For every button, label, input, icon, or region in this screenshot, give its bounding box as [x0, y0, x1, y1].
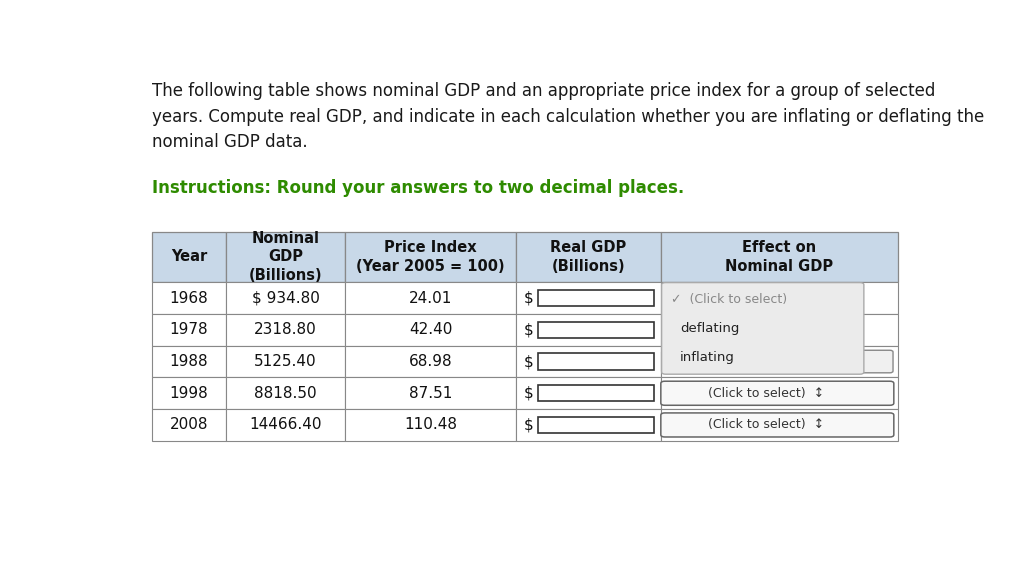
- Bar: [152, 378, 226, 409]
- Bar: [539, 290, 654, 307]
- Text: $: $: [524, 386, 534, 401]
- Text: 110.48: 110.48: [403, 418, 457, 432]
- FancyBboxPatch shape: [660, 381, 894, 406]
- Text: $ 934.80: $ 934.80: [252, 291, 319, 305]
- Bar: [152, 232, 226, 282]
- Bar: [345, 232, 516, 282]
- Text: ✓  (Click to select): ✓ (Click to select): [671, 293, 787, 306]
- Text: 1988: 1988: [170, 354, 209, 369]
- Bar: [152, 282, 226, 314]
- Text: 14466.40: 14466.40: [250, 418, 322, 432]
- Bar: [152, 409, 226, 441]
- Bar: [539, 353, 654, 370]
- Bar: [345, 314, 516, 345]
- Text: 1978: 1978: [170, 322, 209, 337]
- Text: 87.51: 87.51: [409, 386, 453, 401]
- Bar: [516, 345, 660, 378]
- Bar: [226, 378, 345, 409]
- Bar: [345, 409, 516, 441]
- Text: 5125.40: 5125.40: [254, 354, 317, 369]
- Text: 42.40: 42.40: [409, 322, 453, 337]
- Text: (Click to select)  ▾: (Click to select) ▾: [714, 355, 819, 368]
- Bar: [539, 321, 654, 338]
- Text: $: $: [524, 354, 534, 369]
- Bar: [345, 282, 516, 314]
- Bar: [226, 232, 345, 282]
- Text: 2008: 2008: [170, 418, 208, 432]
- Text: 68.98: 68.98: [409, 354, 453, 369]
- Bar: [660, 378, 898, 409]
- Bar: [539, 417, 654, 433]
- Text: $: $: [524, 418, 534, 432]
- Text: (Click to select)  ↕: (Click to select) ↕: [708, 419, 824, 431]
- Text: Price Index
(Year 2005 = 100): Price Index (Year 2005 = 100): [356, 240, 505, 274]
- Bar: [660, 409, 898, 441]
- Bar: [226, 345, 345, 378]
- Text: inflating: inflating: [680, 351, 735, 364]
- Text: 2318.80: 2318.80: [254, 322, 317, 337]
- Bar: [660, 282, 898, 314]
- Bar: [345, 345, 516, 378]
- Bar: [516, 378, 660, 409]
- Text: Nominal
GDP
(Billions): Nominal GDP (Billions): [249, 231, 323, 283]
- Bar: [516, 282, 660, 314]
- FancyBboxPatch shape: [662, 283, 864, 374]
- Bar: [516, 409, 660, 441]
- Bar: [660, 314, 898, 345]
- Text: 8818.50: 8818.50: [254, 386, 317, 401]
- Bar: [516, 232, 660, 282]
- Bar: [226, 409, 345, 441]
- Text: 1968: 1968: [170, 291, 209, 305]
- Bar: [152, 314, 226, 345]
- Bar: [660, 345, 898, 378]
- Text: (Click to select)  ↕: (Click to select) ↕: [708, 387, 824, 400]
- Bar: [226, 314, 345, 345]
- Text: $: $: [524, 322, 534, 337]
- Bar: [152, 345, 226, 378]
- FancyBboxPatch shape: [662, 350, 893, 373]
- Bar: [660, 232, 898, 282]
- Bar: [226, 282, 345, 314]
- Bar: [516, 314, 660, 345]
- Bar: [539, 385, 654, 402]
- Text: 24.01: 24.01: [409, 291, 453, 305]
- Text: deflating: deflating: [680, 322, 739, 335]
- FancyBboxPatch shape: [660, 413, 894, 437]
- Text: Instructions: Round your answers to two decimal places.: Instructions: Round your answers to two …: [152, 178, 684, 197]
- Text: Year: Year: [171, 249, 207, 264]
- Text: $: $: [524, 291, 534, 305]
- Text: Real GDP
(Billions): Real GDP (Billions): [550, 240, 627, 274]
- Bar: [345, 378, 516, 409]
- Text: Effect on
Nominal GDP: Effect on Nominal GDP: [725, 240, 834, 274]
- Text: The following table shows nominal GDP and an appropriate price index for a group: The following table shows nominal GDP an…: [152, 82, 984, 151]
- Text: 1998: 1998: [170, 386, 209, 401]
